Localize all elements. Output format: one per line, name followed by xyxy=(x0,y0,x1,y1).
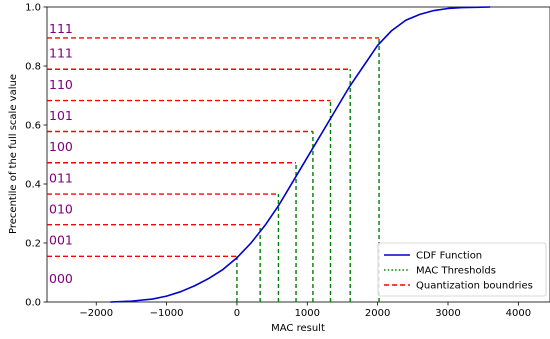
code-label: 101 xyxy=(49,108,73,123)
code-label: 111 xyxy=(49,46,73,61)
legend-label-mac-thresholds: MAC Thresholds xyxy=(416,266,496,277)
y-tick-label: 0.2 xyxy=(25,239,41,250)
plot-area xyxy=(46,6,550,303)
x-axis-title: MAC result xyxy=(271,323,325,334)
x-tick-label: 4000 xyxy=(506,308,531,319)
x-tick-label: 3000 xyxy=(435,308,460,319)
x-tick-label: 1000 xyxy=(295,308,320,319)
quantization-boundary-lines xyxy=(47,37,380,257)
y-axis-ticks: 0.0 0.2 0.4 0.6 0.8 1.0 xyxy=(25,3,47,309)
code-label: 110 xyxy=(49,77,73,92)
x-tick-label: −1000 xyxy=(150,308,184,319)
y-tick-label: 0.4 xyxy=(25,180,41,191)
y-tick-label: 0.0 xyxy=(25,298,41,309)
legend-label-cdf: CDF Function xyxy=(416,251,482,262)
legend-label-quantization: Quantization boundries xyxy=(416,281,533,292)
code-labels: 000 001 010 011 100 101 110 111 111 xyxy=(49,21,73,286)
y-tick-label: 1.0 xyxy=(25,3,41,14)
cdf-curve-group xyxy=(110,6,491,303)
code-label: 100 xyxy=(49,139,73,154)
x-tick-label: 0 xyxy=(234,308,240,319)
x-tick-label: 2000 xyxy=(365,308,390,319)
code-label: 001 xyxy=(49,232,73,247)
cdf-curve xyxy=(110,6,491,303)
y-axis-title: Precentile of the full scale value xyxy=(8,74,19,234)
code-label: 011 xyxy=(49,170,73,185)
legend-box xyxy=(377,242,547,297)
code-label: 010 xyxy=(49,201,73,216)
y-tick-label: 0.8 xyxy=(25,62,41,73)
plot-frame xyxy=(46,6,550,303)
code-label: 000 xyxy=(49,271,73,286)
x-tick-label: −2000 xyxy=(79,308,113,319)
legend: CDF Function MAC Thresholds Quantization… xyxy=(377,242,547,297)
y-tick-label: 0.6 xyxy=(25,121,41,132)
code-label: 111 xyxy=(49,21,73,36)
x-axis-ticks: −2000 −1000 0 1000 2000 3000 4000 xyxy=(79,302,531,319)
